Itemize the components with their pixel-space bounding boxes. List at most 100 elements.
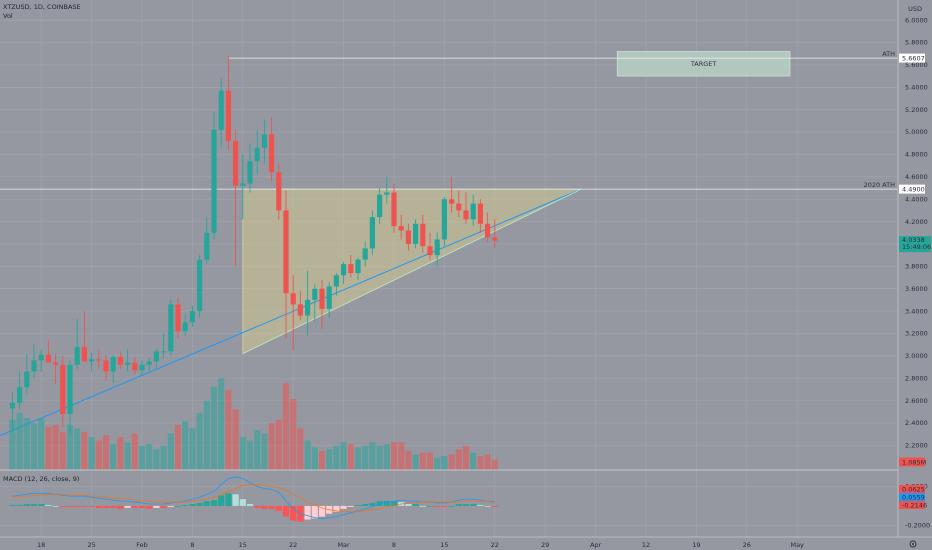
candle <box>204 217 210 265</box>
macd-histogram-bar <box>124 505 131 508</box>
candle <box>427 232 433 260</box>
candle <box>218 78 224 148</box>
time-tick-label: 26 <box>743 541 751 549</box>
volume-legend[interactable]: Vol <box>3 12 13 20</box>
candle <box>240 154 246 220</box>
candle <box>269 117 275 182</box>
candle <box>470 194 476 227</box>
price-tick-label: 2.8000 <box>905 374 928 382</box>
macd-histogram-bar <box>153 505 160 508</box>
macd-histogram-bar <box>405 504 412 506</box>
macd-histogram-bar <box>484 505 491 507</box>
candle <box>139 360 145 376</box>
volume-bar <box>383 444 390 470</box>
candle <box>17 371 23 410</box>
triangle-support-line[interactable] <box>242 188 582 354</box>
candlesticks <box>9 55 498 435</box>
candle <box>45 340 51 363</box>
target-box[interactable] <box>616 51 791 77</box>
volume-bar <box>117 437 124 470</box>
candle <box>283 190 289 338</box>
volume-bar <box>23 418 30 470</box>
candle <box>319 279 325 329</box>
volume-bar <box>275 419 282 470</box>
candle <box>233 129 239 267</box>
candle <box>161 333 167 359</box>
candle <box>348 255 354 278</box>
candle <box>9 391 15 432</box>
candle <box>441 196 447 247</box>
time-tick-label: 25 <box>87 541 95 549</box>
price-tick-label: 3.6000 <box>905 285 928 293</box>
volume-bar <box>189 428 196 470</box>
ascending-trendline[interactable] <box>0 188 582 437</box>
macd-histogram <box>9 493 498 522</box>
time-tick-label: 12 <box>642 541 650 549</box>
candle <box>369 210 375 256</box>
time-tick-label: Apr <box>590 541 602 549</box>
price-tick-label: 5.6000 <box>905 61 928 69</box>
price-tick-label: 3.0000 <box>905 352 928 360</box>
time-axis[interactable]: 18 25 Feb 8 15 22 Mar 8 15 22 29 Apr 12 19 26 May <box>37 541 804 549</box>
candle <box>247 143 253 193</box>
macd-histogram-bar <box>333 505 340 512</box>
macd-histogram-bar <box>390 501 398 506</box>
macd-histogram-bar <box>88 505 95 507</box>
candle <box>24 353 30 396</box>
volume-bar <box>311 447 318 470</box>
macd-histogram-bar <box>16 504 23 506</box>
price-tick-label: 2.2000 <box>905 442 928 450</box>
candle <box>168 299 174 356</box>
volume-bar <box>376 445 383 470</box>
volume-bar <box>174 424 182 470</box>
macd-histogram-bar <box>225 493 232 506</box>
volume-bar <box>390 442 398 470</box>
macd-legend[interactable]: MACD (12, 26, close, 9) <box>3 475 79 483</box>
volume-bar <box>225 390 232 470</box>
price-tick-label: 5.4000 <box>905 83 928 91</box>
volume-bar <box>282 383 290 470</box>
volume-bar <box>131 433 138 470</box>
macd-histogram-bar <box>74 505 81 507</box>
candle <box>261 119 267 164</box>
macd-histogram-bar <box>9 504 16 506</box>
svg-text:0.0625: 0.0625 <box>902 485 925 493</box>
symbol-legend[interactable]: XTZUSD, 1D, COINBASE <box>3 3 81 11</box>
volume-bar <box>110 444 117 470</box>
candle <box>146 358 152 372</box>
macd-histogram-bar <box>110 505 117 508</box>
price-tick-label: 3.2000 <box>905 330 928 338</box>
volume-bar <box>218 378 225 470</box>
histogram-value-tag: -0.2146 <box>899 501 927 509</box>
svg-text:1.085M: 1.085M <box>902 458 926 466</box>
volume-bar <box>167 433 174 470</box>
chart-settings-icon[interactable] <box>909 540 917 548</box>
macd-histogram-bar <box>66 505 74 507</box>
volume-bar <box>45 426 52 470</box>
candle <box>326 282 332 318</box>
time-tick-label: May <box>790 541 804 549</box>
macd-histogram-bar <box>254 505 261 508</box>
volume-bar <box>38 418 45 470</box>
macd-histogram-bar <box>340 505 347 509</box>
volume-bar <box>182 421 189 470</box>
macd-histogram-bar <box>81 505 88 507</box>
candle <box>254 129 260 175</box>
macd-histogram-bar <box>38 504 45 506</box>
volume-bar <box>81 431 88 470</box>
time-tick-label: Mar <box>337 541 350 549</box>
time-tick-label: 8 <box>392 541 396 549</box>
macd-histogram-bar <box>210 500 218 506</box>
volume-bar <box>153 449 160 470</box>
macd-histogram-bar <box>282 505 290 517</box>
candle <box>89 352 95 372</box>
macd-histogram-bar <box>419 505 426 507</box>
macd-histogram-bar <box>311 505 318 519</box>
svg-text:4.4900: 4.4900 <box>902 185 925 193</box>
macd-histogram-bar <box>45 504 52 506</box>
macd-tick-label: -0.2000 <box>905 522 930 530</box>
macd-histogram-bar <box>196 503 203 506</box>
candle <box>110 354 116 383</box>
time-tick-label: 15 <box>440 541 448 549</box>
